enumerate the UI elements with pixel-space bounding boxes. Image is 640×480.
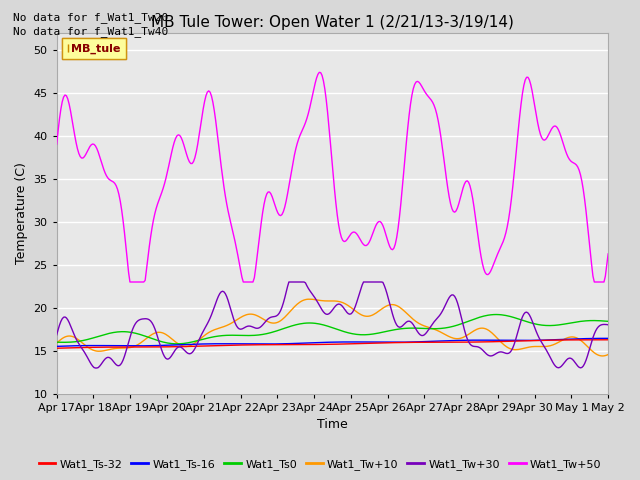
- X-axis label: Time: Time: [317, 419, 348, 432]
- Text: No data for f_Wat1_Tw20: No data for f_Wat1_Tw20: [13, 12, 168, 23]
- Y-axis label: Temperature (C): Temperature (C): [15, 162, 28, 264]
- Legend: MB_tule: MB_tule: [62, 38, 126, 60]
- Text: No data for f_Wat1_Tw40: No data for f_Wat1_Tw40: [13, 26, 168, 37]
- Legend: Wat1_Ts-32, Wat1_Ts-16, Wat1_Ts0, Wat1_Tw+10, Wat1_Tw+30, Wat1_Tw+50: Wat1_Ts-32, Wat1_Ts-16, Wat1_Ts0, Wat1_T…: [34, 455, 606, 474]
- Title: MB Tule Tower: Open Water 1 (2/21/13-3/19/14): MB Tule Tower: Open Water 1 (2/21/13-3/1…: [151, 15, 514, 30]
